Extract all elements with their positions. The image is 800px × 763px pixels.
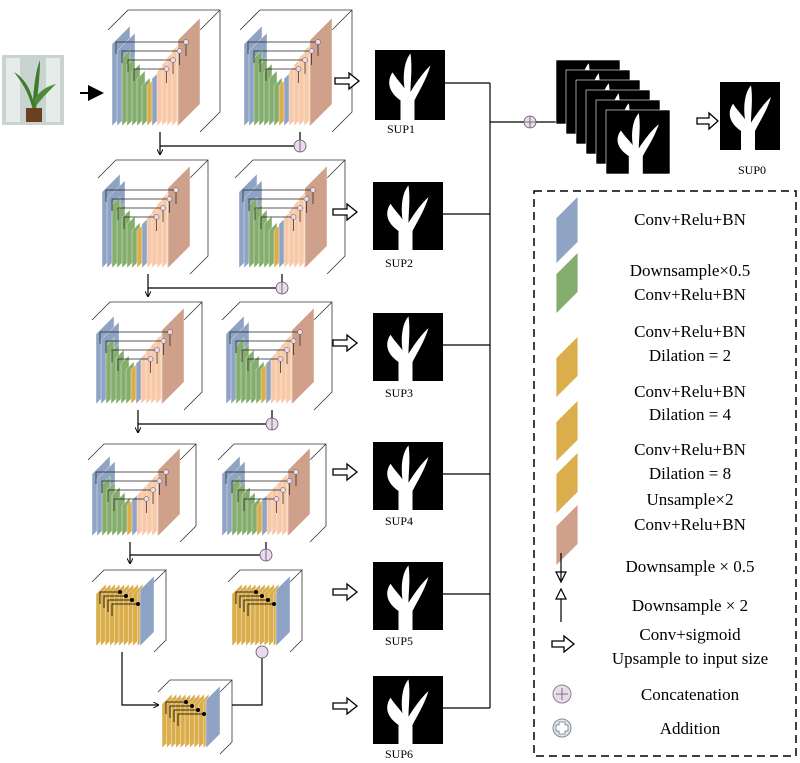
legend-item: Conv+Relu+BN Dilation = 4 [555,382,746,463]
layer [309,17,333,127]
sup1-output: SUP1 [334,50,490,136]
fused-output-stack [555,59,671,175]
concatenation-icon [255,645,269,659]
sup4-label: SUP4 [385,514,413,528]
sup1-label: SUP1 [387,122,415,136]
skip-connection [147,274,283,289]
legend: Conv+Relu+BNDownsample×0.5Conv+Relu+BNCo… [551,195,768,738]
legend-item: Conv+Relu+BN Dilation = 8 [555,440,746,515]
blue-layer-icon [555,195,579,265]
yellow-layer-icon [555,335,579,399]
encoder-decoder-block-5 [91,301,203,411]
legend-item: Downsample × 2 [555,587,748,622]
encoder-decoder-block-1 [107,9,221,133]
layer [287,447,311,537]
upsample-connection [232,652,263,706]
sup6-output: SUP6 [332,676,490,761]
legend-label: Concatenation [641,685,740,704]
legend-label: Conv+Relu+BN [634,382,746,401]
sup5-output: SUP5 [332,562,490,648]
skip-connection [129,542,267,556]
hollow-arrow-right-icon [332,582,359,602]
legend-label: Downsample × 0.5 [625,557,754,576]
legend-item: Conv+Relu+BN [555,195,746,265]
hollow-arrow-right-icon [334,71,361,91]
sup6-label: SUP6 [385,747,413,761]
yellow-layer-icon [555,399,579,463]
hollow-arrow-right-icon [332,696,359,716]
layer [291,307,315,405]
encoder-decoder-block-2 [239,9,353,133]
legend-label: Conv+Relu+BN [634,285,746,304]
legend-item: Conv+sigmoid Upsample to input size [551,625,768,668]
legend-item: Unsample×2 Conv+Relu+BN [555,490,746,567]
skip-connection [137,410,273,425]
encoder-decoder-block-7 [87,443,197,543]
hollow-arrow-right-icon [332,333,359,353]
encoder-decoder-block-4 [234,159,346,275]
peach-layer-icon [555,503,579,567]
legend-label: Conv+Relu+BN [634,210,746,229]
encoder-decoder-block-8 [217,443,327,543]
sup2-output: SUP2 [332,182,490,270]
layer [157,447,181,537]
hollow-arrow-right-icon [551,634,576,654]
legend-item: Downsample × 0.5 [555,553,755,584]
legend-label: Unsample×2 [646,490,733,509]
legend-label: Downsample×0.5 [630,261,751,280]
sup0-arrow [696,111,719,131]
stacked-mask [605,109,671,175]
layer [139,575,155,647]
hollow-arrow-right-icon [332,202,359,222]
legend-item: Concatenation [552,684,740,704]
encoder-decoder-block-3 [97,159,209,275]
skip-connection [159,132,301,147]
legend-label: Downsample × 2 [632,596,748,615]
legend-label: Dilation = 4 [649,405,732,424]
sup0-output [720,82,780,150]
legend-label: Upsample to input size [612,649,768,668]
encoder-decoder-block-10 [227,569,303,653]
layer [304,165,328,269]
legend-label: Conv+Relu+BN [634,515,746,534]
sup2-label: SUP2 [385,256,413,270]
layer [167,165,191,269]
hollow-arrow-right-icon [332,462,359,482]
encoder-decoder-block-11 [157,679,233,755]
layer [177,17,201,127]
fusion-bus [489,83,556,708]
green-layer-icon [555,251,579,315]
encoder-decoder-block-9 [91,569,167,653]
legend-label: Dilation = 2 [649,346,731,365]
legend-item: Addition [552,718,721,738]
layer [205,685,221,749]
legend-label: Conv+Relu+BN [634,322,746,341]
legend-label: Addition [660,719,721,738]
legend-label: Conv+Relu+BN [634,440,746,459]
sup4-output: SUP4 [332,442,490,528]
sup3-label: SUP3 [385,386,413,400]
arrow-up-icon [555,587,567,622]
yellow-layer-icon [555,451,579,515]
downsample-connection [121,652,158,705]
legend-label: Dilation = 8 [649,464,731,483]
layer [161,307,185,405]
layer [275,575,291,647]
arrow-down-icon [555,553,567,584]
sup0-label: SUP0 [738,163,766,177]
input-plant-image [2,55,64,125]
encoder-decoder-block-6 [221,301,333,411]
legend-item: Downsample×0.5 Conv+Relu+BN [555,251,751,315]
legend-label: Conv+sigmoid [639,625,741,644]
legend-item: Conv+Relu+BN Dilation = 2 [555,322,746,399]
sup3-output: SUP3 [332,313,490,400]
sup5-label: SUP5 [385,634,413,648]
legend-box [533,190,797,757]
